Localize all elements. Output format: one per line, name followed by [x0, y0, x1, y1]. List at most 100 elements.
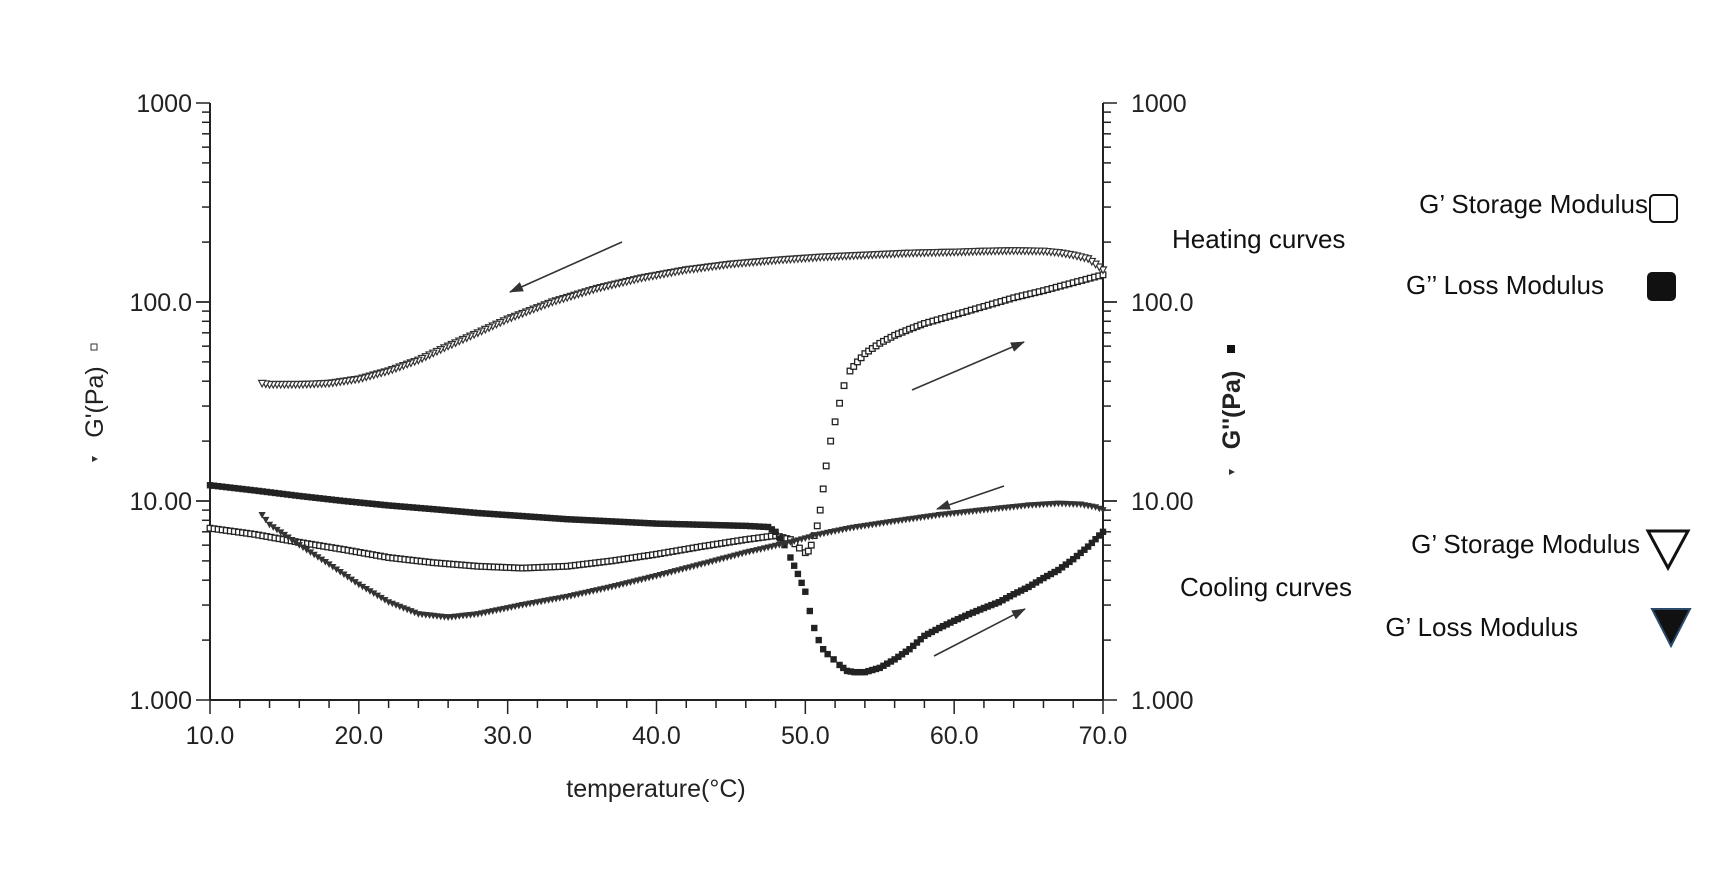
data-point — [811, 624, 818, 632]
y-right-tick-label: 1000 — [1131, 90, 1187, 118]
data-point — [389, 502, 396, 509]
data-point — [239, 485, 246, 493]
data-point — [280, 531, 289, 539]
data-point — [649, 520, 656, 527]
series-cooling-loss — [258, 500, 1107, 622]
data-point — [292, 492, 299, 499]
data-point — [347, 576, 355, 584]
data-point — [913, 639, 921, 646]
data-point — [641, 519, 648, 527]
y-axis-left-title-text: G'(Pa) — [81, 366, 109, 437]
series-heating-storage — [206, 271, 1107, 572]
arrow-heating-loss — [933, 608, 1026, 657]
data-point — [657, 520, 664, 527]
data-point — [1010, 591, 1017, 598]
data-point — [257, 379, 267, 389]
data-point — [503, 511, 510, 519]
data-point — [600, 517, 607, 525]
data-point — [1043, 572, 1051, 580]
data-point — [943, 621, 950, 628]
x-tick-label: 40.0 — [632, 722, 681, 750]
data-point — [813, 522, 821, 530]
data-point — [798, 579, 805, 587]
tick-labels: 10.0 20.0 30.0 40.0 50.0 60.0 70.01.00010.0010… — [129, 90, 1193, 750]
data-point — [1014, 589, 1021, 596]
data-point — [1077, 549, 1084, 557]
data-point — [430, 505, 437, 513]
data-point — [816, 506, 824, 514]
data-point — [271, 489, 279, 497]
data-point — [747, 522, 754, 530]
data-point — [344, 574, 352, 581]
data-point — [883, 660, 891, 667]
data-point — [714, 521, 721, 529]
data-point — [263, 488, 271, 496]
data-point — [547, 514, 555, 522]
data-point — [1088, 539, 1096, 547]
data-point — [474, 509, 482, 517]
data-point — [624, 518, 632, 526]
data-point — [287, 491, 295, 499]
data-point — [876, 664, 883, 672]
data-point — [362, 586, 370, 593]
data-point — [1073, 552, 1081, 560]
data-point — [507, 512, 514, 519]
data-point — [865, 667, 872, 675]
data-point — [409, 504, 417, 511]
data-point — [891, 656, 898, 663]
data-point — [543, 514, 551, 521]
data-point — [499, 511, 506, 518]
data-point — [895, 653, 902, 661]
data-point — [702, 521, 709, 529]
data-point — [324, 495, 331, 503]
data-point — [795, 544, 803, 552]
data-point — [1003, 595, 1010, 602]
data-point — [653, 520, 660, 527]
data-point — [388, 600, 396, 608]
x-tick-label: 50.0 — [781, 722, 830, 750]
data-point — [482, 510, 490, 517]
data-point — [425, 505, 433, 513]
data-point — [450, 507, 457, 515]
data-point — [328, 496, 335, 503]
data-point — [369, 500, 376, 508]
data-point — [1021, 585, 1029, 592]
y-axis-left-title-square-marker — [90, 343, 98, 351]
data-point — [1096, 532, 1103, 539]
data-point — [928, 628, 936, 636]
data-point — [564, 516, 571, 523]
data-point — [1099, 528, 1107, 536]
data-point — [358, 583, 367, 591]
data-point — [665, 520, 672, 528]
data-point — [1094, 263, 1104, 272]
data-point — [392, 602, 400, 609]
data-point — [822, 462, 830, 470]
data-point — [950, 617, 958, 625]
data-point — [861, 668, 869, 676]
data-point — [381, 501, 388, 509]
data-point — [555, 515, 563, 522]
arrow-cooling-loss — [936, 485, 1005, 510]
data-point — [262, 516, 270, 524]
data-point — [377, 501, 384, 508]
x-tick-label: 60.0 — [930, 722, 979, 750]
data-point — [568, 516, 575, 523]
data-point — [206, 482, 214, 489]
data-point — [438, 506, 445, 514]
data-point — [710, 521, 717, 529]
data-point — [1062, 561, 1069, 568]
data-point — [365, 500, 372, 507]
legend-heating-storage-label: G’ Storage Modulus — [1419, 189, 1648, 219]
data-point — [511, 512, 518, 519]
data-point — [299, 544, 307, 552]
data-point — [231, 484, 238, 492]
legend-cooling-loss-label: G’ Loss Modulus — [1385, 612, 1578, 642]
data-point — [819, 485, 827, 493]
data-point — [320, 495, 327, 502]
y-axis-right-title: G''(Pa) — [1218, 345, 1246, 475]
legend-heating-loss-marker — [1647, 272, 1676, 301]
data-point — [1098, 266, 1108, 275]
data-point — [958, 614, 965, 621]
data-point — [381, 597, 389, 604]
data-point — [352, 499, 360, 506]
